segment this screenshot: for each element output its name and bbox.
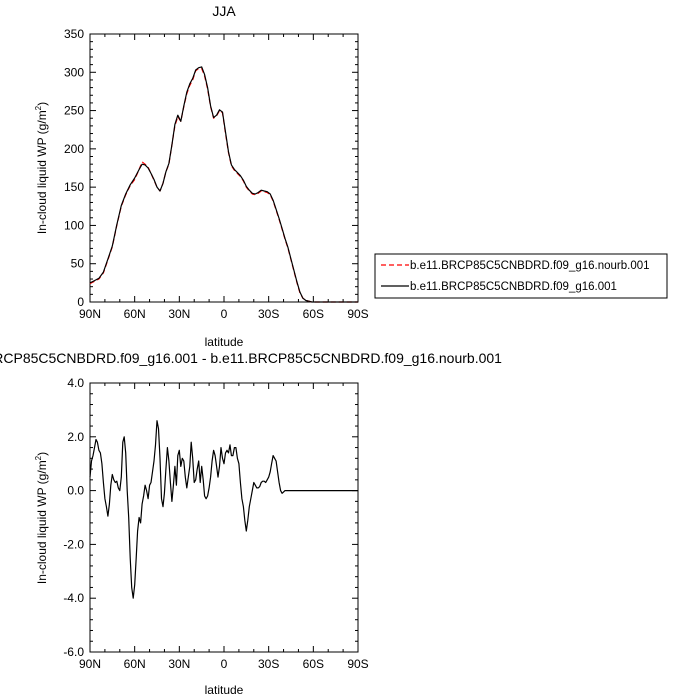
top-y-axis-label: In-cloud liquid WP (g/m2) bbox=[34, 102, 49, 234]
bottom-y-axis-label-sup: 2 bbox=[34, 455, 43, 460]
bottom-y-axis-label-main: In-cloud liquid WP (g/m bbox=[35, 460, 49, 584]
legend: b.e11.BRCP85C5CNBDRD.f09_g16.nourb.001 b… bbox=[374, 253, 668, 299]
top-x-tick-label: 90N bbox=[79, 307, 101, 321]
bottom-panel: b.e11.BRCP85C5CNBDRD.f09_g16.001 - b.e11… bbox=[0, 350, 502, 697]
bottom-x-tick-label: 0 bbox=[221, 657, 228, 671]
top-panel: JJA 90N 60N 30N 0 30S 60S 90S 0 50 100 150 200 250 30… bbox=[34, 3, 369, 349]
bottom-chart-title: b.e11.BRCP85C5CNBDRD.f09_g16.001 - b.e11… bbox=[0, 350, 502, 366]
bottom-y-tick-label: 2.0 bbox=[67, 430, 84, 444]
top-x-tick-label: 0 bbox=[221, 307, 228, 321]
bottom-x-tick-label: 60N bbox=[124, 657, 146, 671]
legend-label-series-2: b.e11.BRCP85C5CNBDRD.f09_g16.001 bbox=[410, 281, 617, 293]
bottom-x-tick-label: 90N bbox=[79, 657, 101, 671]
top-y-tick-label: 300 bbox=[64, 65, 84, 79]
top-y-tick-label: 0 bbox=[77, 295, 84, 309]
bottom-plot-frame bbox=[89, 382, 359, 653]
top-y-tick-label: 50 bbox=[71, 257, 85, 271]
top-y-axis-label-main: In-cloud liquid WP (g/m bbox=[35, 110, 49, 234]
top-y-tick-label: 200 bbox=[64, 142, 84, 156]
top-y-tick-label: 150 bbox=[64, 180, 84, 194]
top-x-tick-label: 30S bbox=[258, 307, 279, 321]
legend-box bbox=[374, 253, 668, 299]
top-chart-title: JJA bbox=[212, 3, 236, 19]
top-y-tick-label: 100 bbox=[64, 218, 84, 232]
bottom-y-tick-label: -2.0 bbox=[63, 537, 84, 551]
top-x-tick-label: 90S bbox=[347, 307, 368, 321]
bottom-x-tick-label: 60S bbox=[303, 657, 324, 671]
top-x-tick-label: 60N bbox=[124, 307, 146, 321]
top-series-line-2 bbox=[89, 66, 358, 303]
bottom-plot-area: 90N 60N 30N 0 30S 60S 90S -6.0 -4.0 -2.0 0.0 2.0 4.0 bbox=[63, 376, 368, 671]
top-plot-frame bbox=[89, 33, 359, 303]
bottom-y-tick-label: -6.0 bbox=[63, 645, 84, 659]
top-x-tick-label: 60S bbox=[303, 307, 324, 321]
top-y-axis-label-close: ) bbox=[35, 102, 49, 106]
bottom-x-axis-label: latitude bbox=[205, 683, 244, 697]
top-y-tick-label: 350 bbox=[64, 27, 84, 41]
bottom-y-axis-label: In-cloud liquid WP (g/m2) bbox=[34, 452, 49, 584]
bottom-x-tick-label: 30S bbox=[258, 657, 279, 671]
bottom-y-tick-label: 4.0 bbox=[67, 376, 84, 390]
top-x-tick-label: 30N bbox=[168, 307, 190, 321]
bottom-y-tick-label: 0.0 bbox=[67, 484, 84, 498]
bottom-y-axis-label-close: ) bbox=[35, 452, 49, 456]
legend-label-series-1: b.e11.BRCP85C5CNBDRD.f09_g16.nourb.001 bbox=[410, 260, 650, 272]
top-plot-area: 90N 60N 30N 0 30S 60S 90S 0 50 100 150 200 250 300 350 bbox=[64, 27, 369, 321]
top-y-axis-label-sup: 2 bbox=[34, 105, 43, 110]
top-y-tick-label: 250 bbox=[64, 104, 84, 118]
bottom-x-tick-label: 30N bbox=[168, 657, 190, 671]
bottom-x-tick-label: 90S bbox=[347, 657, 368, 671]
top-x-axis-label: latitude bbox=[205, 335, 244, 349]
bottom-series-line-1 bbox=[89, 420, 358, 599]
bottom-y-tick-label: -4.0 bbox=[63, 591, 84, 605]
